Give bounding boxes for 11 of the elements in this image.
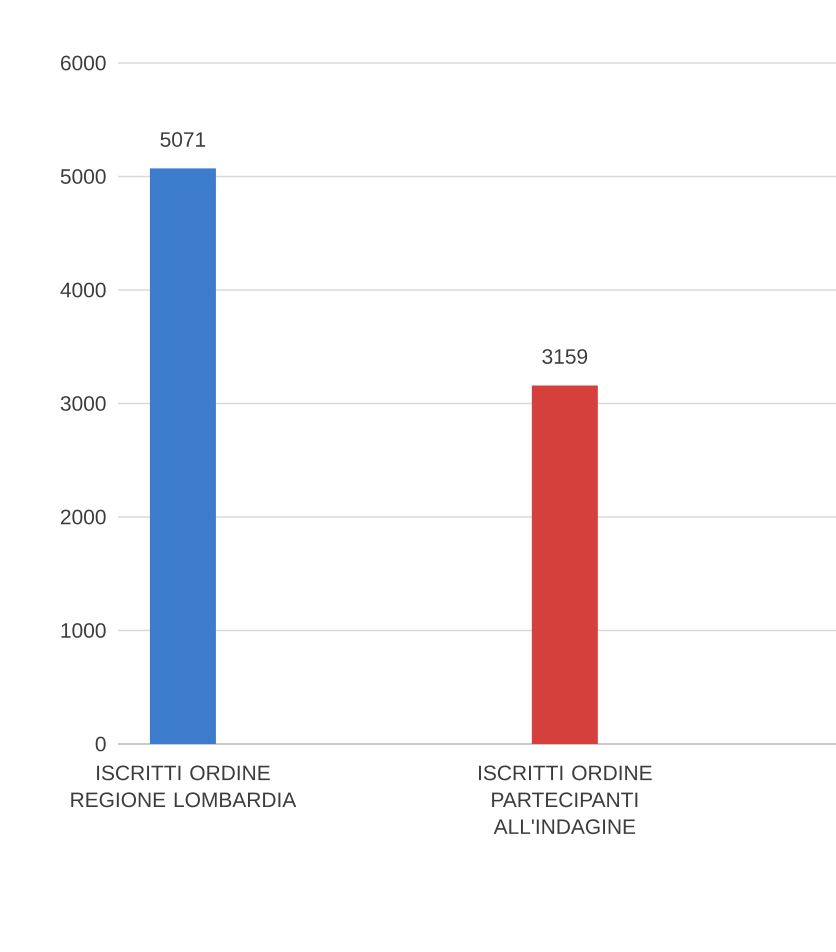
y-tick-label: 6000 <box>61 56 106 70</box>
data-label: 3159 <box>542 349 588 364</box>
y-tick-label: 0 <box>96 736 106 752</box>
y-tick-label: 5000 <box>60 169 106 184</box>
y-tick-label: 4000 <box>60 282 106 298</box>
y-tick-label: 2000 <box>60 510 106 524</box>
x-tick-label: ISCRITTI ORDINE REGIONE LOMBARDIA <box>71 766 296 808</box>
y-tick-label: 3000 <box>60 396 106 411</box>
y-tick-label: 1000 <box>62 623 106 638</box>
data-label: 5071 <box>160 132 206 147</box>
x-tick-label: ISCRITTI ORDINE PARTECIPANTI ALL'INDAGINE <box>479 766 652 834</box>
